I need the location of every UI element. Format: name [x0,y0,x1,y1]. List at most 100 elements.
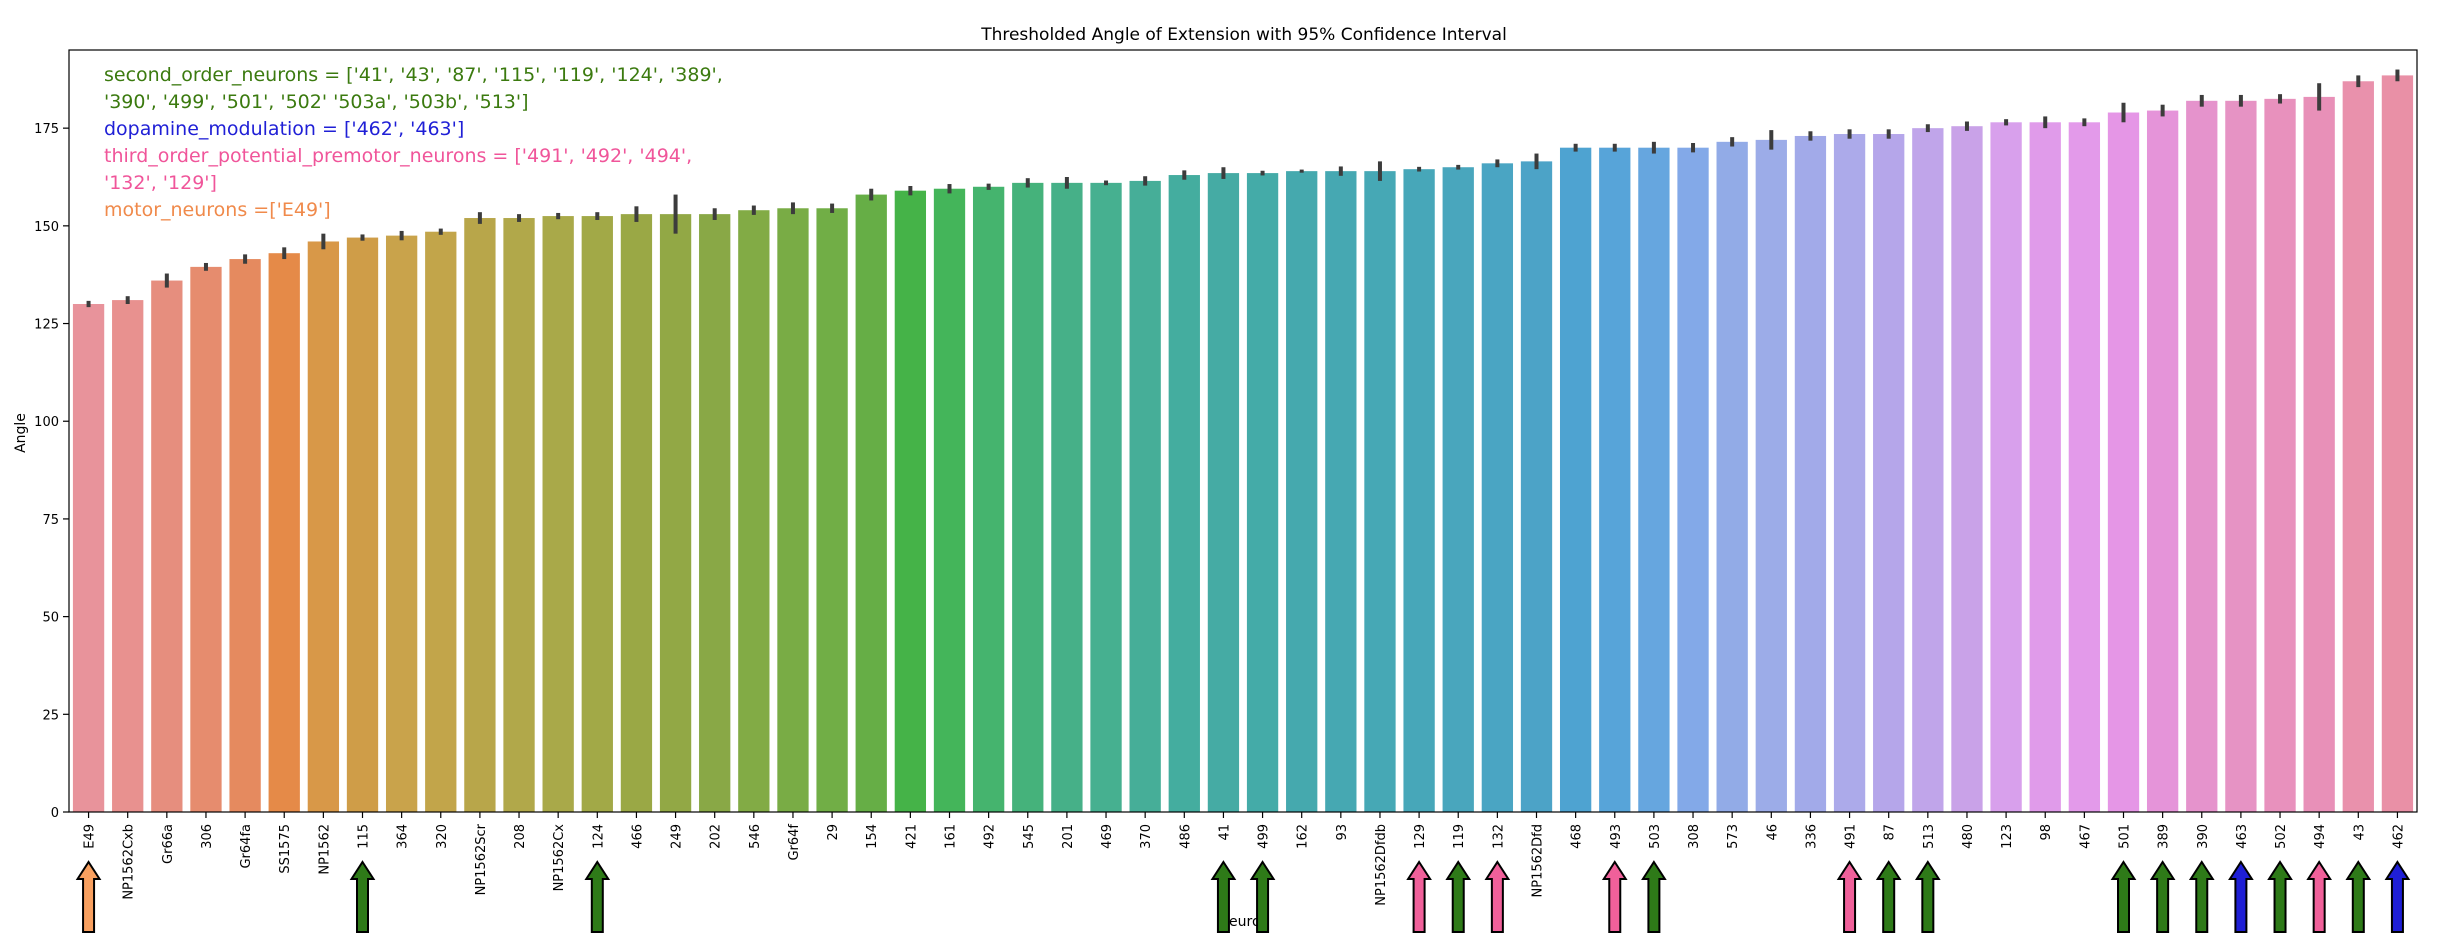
bar [1246,173,1279,813]
bar [1599,147,1631,812]
x-tick-label: 98 [2039,824,2054,841]
bar [2186,100,2218,813]
x-tick-label: 492 [983,824,998,849]
x-tick-label: 124 [591,824,606,849]
x-tick-label: NP1562 [317,824,332,875]
bar [307,241,340,812]
y-tick-label: 75 [42,513,59,528]
bar [699,214,731,813]
up-arrow-icon [1484,860,1511,933]
x-tick-label: 468 [1570,824,1585,849]
y-tick-label: 175 [34,122,59,137]
up-arrow-icon [1601,860,1628,933]
bar [777,208,809,812]
bar [1481,163,1514,813]
bar [1168,175,1200,813]
up-arrow-icon [2267,860,2293,933]
x-tick-label: 87 [1883,824,1898,841]
x-tick-label: NP1562Scr [474,823,489,895]
x-tick-label: 161 [944,824,959,849]
bar [933,188,966,812]
x-tick-label: 201 [1061,824,1076,849]
annotation-text: second_order_neurons = ['41', '43', '87'… [104,64,723,86]
x-tick-label: 513 [1922,824,1937,849]
up-arrow-icon [2188,860,2215,933]
y-tick-label: 0 [51,806,59,821]
bar [229,259,261,812]
bar [2342,81,2374,812]
x-tick-label: 466 [630,824,645,849]
x-tick-label: 499 [1257,824,1272,849]
chart-title: Thresholded Angle of Extension with 95% … [980,25,1507,45]
bar [1207,173,1240,813]
x-tick-label: 129 [1413,824,1428,849]
x-tick-label: 494 [2313,824,2328,849]
bar [1559,147,1592,812]
x-tick-label: 463 [2235,824,2250,849]
annotation-text: '390', '499', '501', '502' '503a', '503b… [104,91,529,113]
bar [2225,100,2257,813]
x-tick-label: NP1562Cxb [122,824,137,900]
bar [1794,135,1827,812]
bar [1286,171,1318,813]
bar [816,208,848,812]
up-arrow-icon [1914,860,1941,933]
up-arrow-icon [1875,860,1902,933]
up-arrow-icon [1445,860,1472,933]
x-axis: E49 NP1562Cxb Gr66a 306 Gr64fa SS1575 NP1562 11… [83,812,2406,906]
bar [1677,147,1709,812]
annotation-box: second_order_neurons = ['41', '43', '87'… [104,64,723,221]
x-tick-label: 486 [1178,824,1193,849]
bar [738,210,770,812]
up-arrow-icon [1406,860,1432,933]
up-arrow-icon [1249,860,1276,933]
x-tick-label: 41 [1217,824,1232,841]
bar [72,304,105,812]
up-arrow-icon [2384,860,2411,933]
bar [2146,110,2179,813]
x-tick-label: Gr66a [161,824,176,864]
bar [425,231,457,812]
x-tick-label: Gr64f [787,824,802,861]
bar [1951,126,1983,812]
x-tick-label: 469 [1100,824,1115,849]
y-tick-label: 100 [34,415,59,430]
bar [464,218,496,812]
bar [659,214,692,813]
bar [2303,96,2335,812]
x-tick-label: 389 [2157,824,2172,849]
bar [972,186,1005,812]
arrows-group [75,860,2411,933]
bar [894,190,927,812]
x-tick-label: 467 [2078,824,2093,849]
x-tick-label: 115 [357,824,372,849]
bar [1364,171,1396,813]
bar [1912,128,1944,813]
x-tick-label: 46 [1765,824,1780,841]
x-tick-label: 502 [2274,824,2289,849]
bar [2107,112,2140,813]
x-tick-label: 202 [709,824,724,849]
bar [385,235,418,813]
bar [112,300,144,812]
x-tick-label: 29 [826,824,841,841]
x-tick-label: 119 [1452,824,1467,849]
x-tick-label: NP1562Cx [552,824,567,892]
x-tick-label: 308 [1687,824,1702,849]
y-tick-label: 50 [42,611,59,626]
x-tick-label: 320 [435,824,450,849]
x-tick-label: 162 [1296,824,1311,849]
y-tick-label: 25 [42,708,59,723]
annotation-text: '132', '129'] [104,172,217,194]
up-arrow-icon [2110,860,2137,933]
up-arrow-icon [1641,860,1667,933]
bar [1325,171,1357,813]
x-tick-label: 336 [1804,824,1819,849]
bar [542,216,574,813]
bar [1403,169,1435,812]
bar [581,216,613,813]
plot-frame [68,49,2418,813]
bar [268,253,300,812]
y-axis: 0 25 50 75 100 125 150 175 [34,122,69,821]
x-tick-label: 501 [2118,824,2133,849]
